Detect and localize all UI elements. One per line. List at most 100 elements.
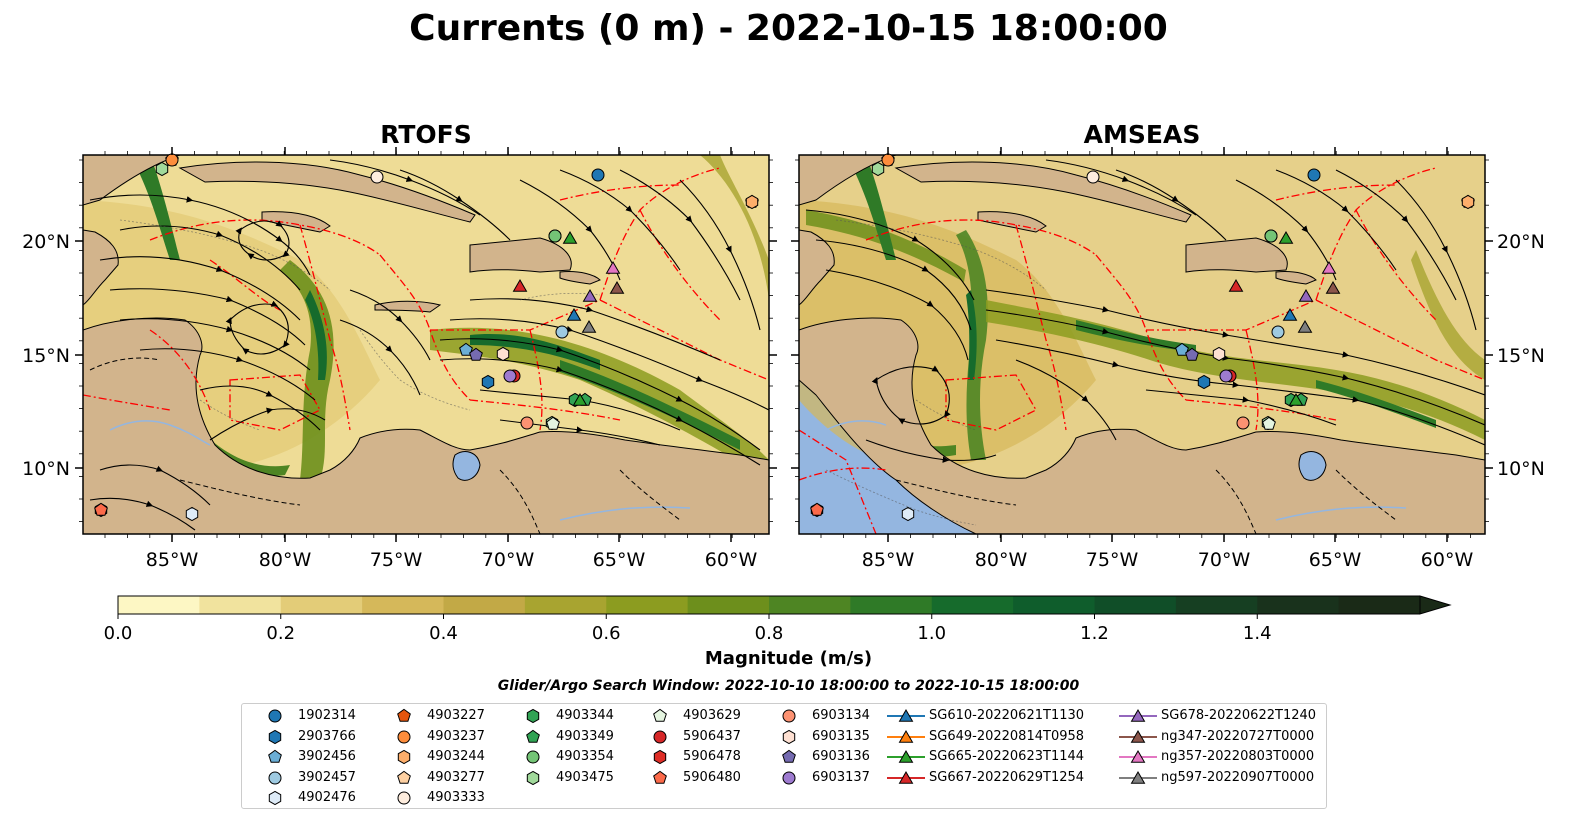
pentagon-marker-icon — [653, 708, 667, 722]
legend-triangle — [1130, 750, 1146, 763]
float-marker-6903136 — [1185, 347, 1199, 361]
colorbar-label: Magnitude (m/s) — [704, 648, 873, 669]
lat-label-left: 10°N — [22, 458, 70, 480]
colorbar-bin — [199, 596, 282, 614]
legend-triangle — [898, 770, 914, 784]
legend-label: 5906478 — [683, 749, 741, 764]
float-marker-6903137 — [503, 369, 517, 383]
float-marker-ng597-20220907t0000 — [1297, 319, 1313, 333]
float-marker-4903244 — [745, 194, 759, 210]
legend-label: 4903475 — [556, 769, 614, 785]
float-marker-4903333 — [1086, 170, 1100, 184]
lat-label-left: 20°N — [22, 231, 70, 253]
float-marker-4903333 — [370, 170, 384, 184]
colorbar-bin — [1013, 596, 1096, 614]
float-marker-sg667-20220629t1254 — [512, 278, 528, 292]
lon-label: 60°W — [1421, 549, 1474, 571]
float-marker-4903629 — [546, 416, 560, 430]
float-marker-4903354 — [548, 229, 562, 243]
legend-marker — [397, 730, 411, 743]
float-marker-4903475 — [155, 161, 169, 177]
float-marker-ng347-20220727t0000 — [1325, 280, 1341, 294]
legend-label: 2903766 — [298, 728, 356, 744]
lon-label: 70°W — [482, 549, 535, 571]
legend-marker — [653, 770, 667, 784]
float-marker-3902457 — [1271, 325, 1285, 339]
legend-label: 3902457 — [298, 769, 356, 785]
colorbar-bin — [931, 596, 1014, 614]
lon-label: 65°W — [593, 549, 646, 571]
colorbar-bin — [1257, 596, 1340, 614]
float-marker-ng597-20220907t0000 — [581, 319, 597, 333]
legend-marker — [268, 790, 282, 806]
legend-label: SG665-20220623T1144 — [929, 749, 1085, 764]
lon-label: 80°W — [975, 549, 1028, 571]
legend-label: 6903134 — [812, 708, 870, 723]
hexagon-marker-icon — [782, 729, 796, 744]
legend: 1902314 2903766 3902456 3902457 4902476 49032… — [241, 703, 1327, 809]
lat-label-right: 15°N — [1497, 345, 1545, 367]
legend-label: 4903349 — [556, 728, 614, 744]
triangle-marker-icon — [887, 729, 925, 743]
float-marker-sg678-20220622t1240 — [1298, 288, 1314, 302]
legend-triangle — [1130, 770, 1146, 784]
legend-label: SG667-20220629T1254 — [929, 769, 1085, 785]
float-marker-2903766 — [481, 374, 495, 390]
legend-label: 6903137 — [812, 769, 870, 785]
triangle-marker-icon — [1119, 709, 1157, 722]
legend-label: 4903354 — [556, 749, 614, 764]
lat-label-right: 10°N — [1497, 458, 1545, 480]
legend-marker — [397, 791, 411, 805]
legend-label: SG649-20220814T0958 — [929, 728, 1085, 744]
legend-marker — [397, 749, 411, 765]
colorbar-tick-label: 0.0 — [104, 623, 133, 644]
hexagon-marker-icon — [653, 749, 667, 765]
float-marker-4903244 — [1461, 194, 1475, 210]
float-marker-6903135 — [1212, 346, 1226, 362]
lat-label-right: 20°N — [1497, 231, 1545, 253]
float-marker-ng357-20220803t0000 — [1321, 260, 1337, 274]
axis-ticks: 85°W 80°W 75°W 70°W 65°W 60°W 85°W 80°W 75°W 70°W… — [22, 147, 1545, 571]
lon-label: 75°W — [1086, 549, 1139, 571]
float-marker-6903134 — [520, 416, 534, 430]
legend-label: 3902456 — [298, 749, 356, 764]
figure-title: Currents (0 m) - 2022-10-15 18:00:00 — [409, 8, 1168, 49]
float-marker-4903629 — [1262, 416, 1276, 430]
panel-title-amseas: AMSEAS — [1083, 120, 1201, 149]
lon-label: 85°W — [146, 549, 199, 571]
panel-title-rtofs: RTOFS — [380, 120, 472, 149]
float-marker-sg665-20220623t1144 — [1278, 230, 1294, 244]
pentagon-marker-icon — [782, 749, 796, 763]
legend-marker — [653, 708, 667, 722]
legend-marker — [526, 729, 540, 743]
legend-label: ng597-20220907T0000 — [1161, 769, 1315, 785]
legend-marker — [526, 770, 540, 785]
colorbar-tick-label: 1.2 — [1080, 623, 1109, 644]
legend-label: 4903227 — [427, 708, 485, 723]
triangle-marker-icon — [1119, 729, 1157, 743]
hexagon-marker-icon — [268, 790, 282, 806]
legend-marker — [653, 730, 667, 743]
float-marker-1902314 — [1307, 168, 1321, 182]
colorbar-bin — [524, 596, 607, 614]
colorbar-bin — [850, 596, 933, 614]
circle-marker-icon — [526, 750, 540, 764]
legend-label: 4902476 — [298, 790, 356, 805]
float-markers — [94, 152, 1475, 522]
float-marker-4903354 — [1264, 229, 1278, 243]
float-marker-6903136 — [469, 347, 483, 361]
float-marker-5906480 — [94, 502, 108, 516]
float-marker-3902456 — [459, 342, 473, 356]
float-marker-4902476 — [185, 506, 199, 522]
legend-label: ng347-20220727T0000 — [1161, 728, 1315, 744]
float-marker-ng357-20220803t0000 — [605, 260, 621, 274]
map-figure: 85°W 80°W 75°W 70°W 65°W 60°W 85°W 80°W 75°W 70°W… — [22, 147, 1545, 644]
float-marker-ng347-20220727t0000 — [609, 280, 625, 294]
triangle-marker-icon — [887, 750, 925, 763]
hexagon-marker-icon — [268, 729, 282, 744]
float-marker-sg610-20220621t1130 — [1282, 307, 1298, 321]
legend-triangle — [898, 729, 914, 743]
legend-label: 4903277 — [427, 769, 485, 785]
colorbar-tick-label: 0.2 — [266, 623, 295, 644]
legend-marker — [526, 708, 540, 724]
